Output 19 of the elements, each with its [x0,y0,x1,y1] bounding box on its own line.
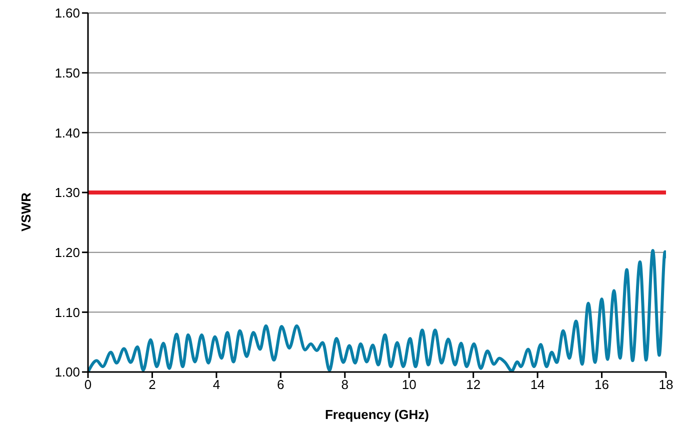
y-tick-label: 1.20 [54,244,80,260]
x-tick-label: 18 [658,377,673,392]
y-tick-label: 1.30 [54,185,80,200]
y-axis-title: VSWR [18,192,34,232]
y-tick-label: 1.50 [54,65,80,80]
y-tick-label: 1.40 [54,125,80,140]
y-tick-label: 1.60 [54,6,80,21]
x-axis-title: Frequency (GHz) [324,407,430,422]
x-tick-label: 16 [594,377,610,392]
y-tick-label: 1.10 [54,304,80,320]
x-tick-label: 12 [466,377,481,392]
x-tick-label: 6 [277,377,284,392]
x-tick-label: 4 [212,377,220,392]
y-tick-label: 1.00 [54,364,80,380]
x-tick-label: 8 [341,377,349,392]
x-tick-label: 2 [148,377,156,392]
x-tick-label: 14 [530,377,545,392]
x-tick-label: 0 [84,377,92,392]
x-tick-label: 10 [402,377,416,392]
